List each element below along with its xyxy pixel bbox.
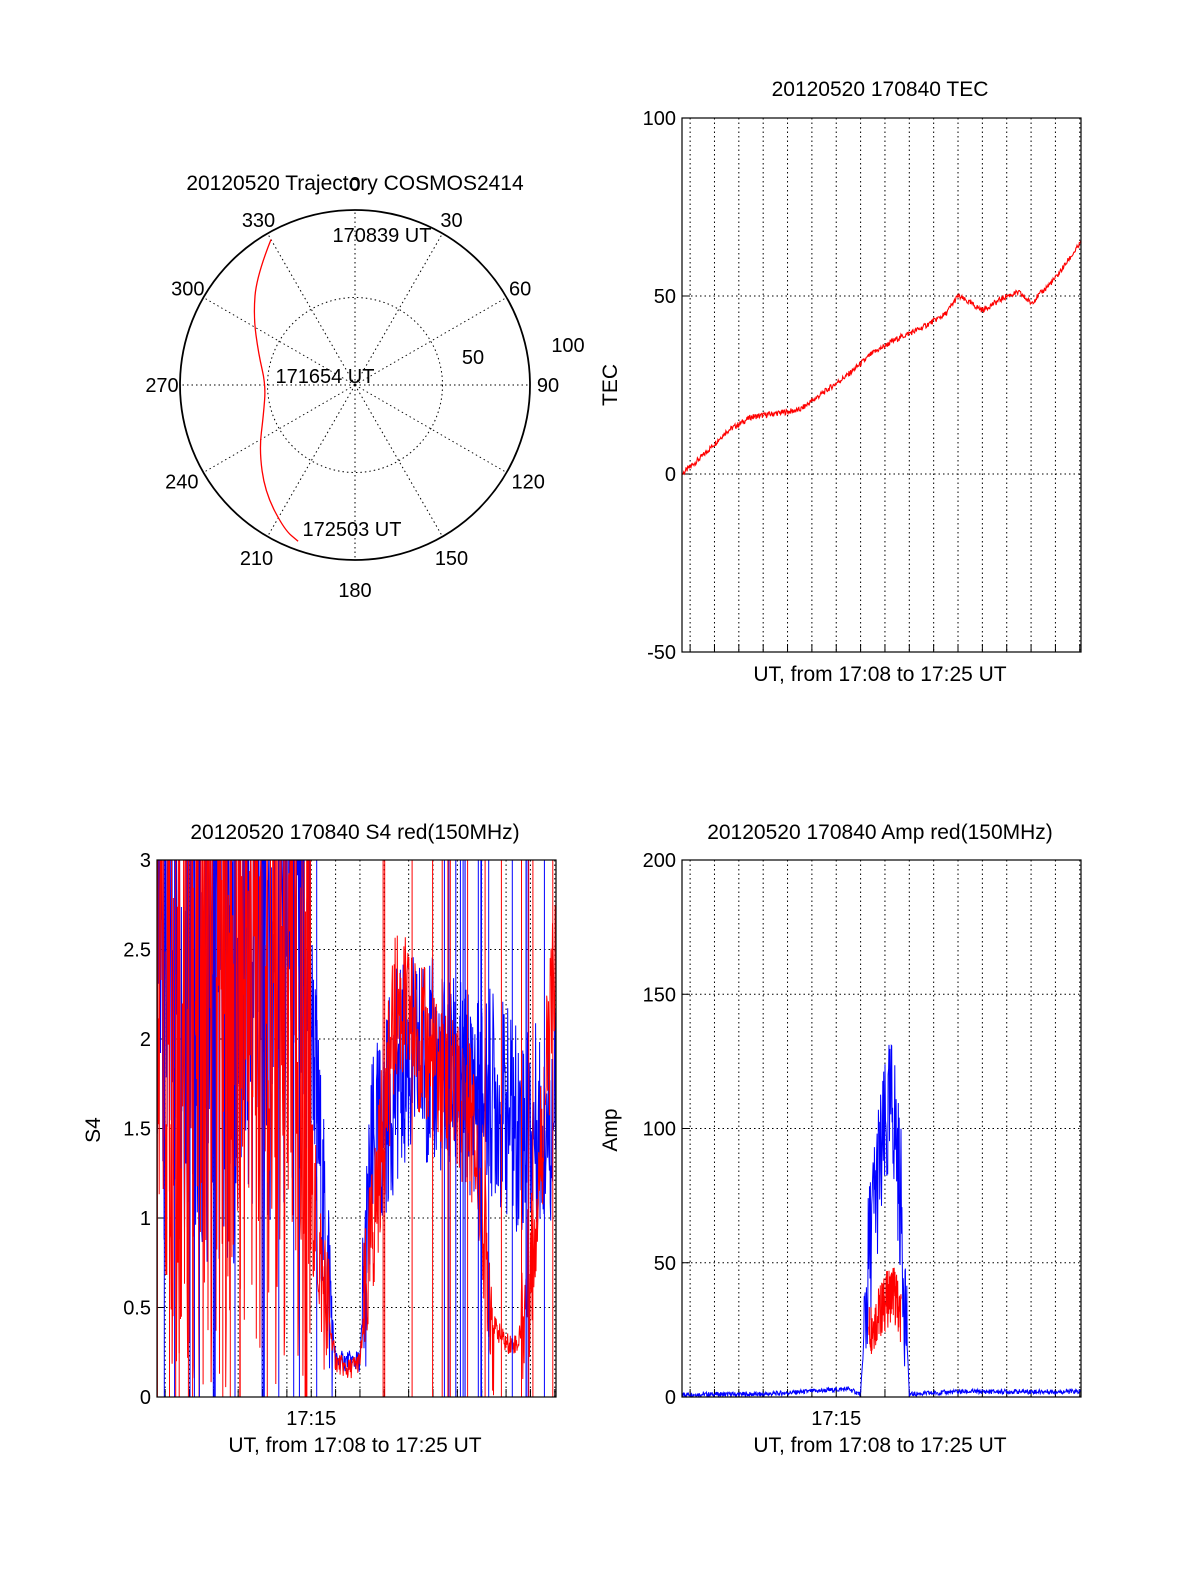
y-tick-label: 0 bbox=[665, 1387, 676, 1409]
y-tick-label: 0.5 bbox=[123, 1298, 151, 1320]
tec-grid bbox=[682, 117, 1081, 653]
y-tick-label: 50 bbox=[654, 1253, 676, 1275]
azimuth-label: 270 bbox=[145, 375, 178, 397]
azimuth-label: 90 bbox=[537, 375, 559, 397]
azimuth-label: 210 bbox=[240, 548, 273, 570]
tec-y-ticks: -50 0 50 100 bbox=[643, 108, 676, 664]
azimuth-label: 30 bbox=[440, 210, 462, 232]
polar-spoke bbox=[354, 233, 443, 386]
amp-ylabel: Amp bbox=[599, 1108, 622, 1151]
tec-ylabel: TEC bbox=[599, 364, 622, 406]
amp-xlabel: UT, from 17:08 to 17:25 UT bbox=[753, 1434, 1006, 1457]
y-tick-label: 100 bbox=[643, 1119, 676, 1141]
polar-spoke bbox=[354, 297, 507, 386]
s4-xlabel: UT, from 17:08 to 17:25 UT bbox=[228, 1434, 481, 1457]
s4-x-ticks: 17:15 bbox=[286, 1408, 336, 1430]
amp-frame bbox=[681, 859, 1082, 1398]
azimuth-label: 150 bbox=[435, 548, 468, 570]
x-tick-label: 17:15 bbox=[811, 1408, 861, 1430]
s4-y-ticks: 0 0.5 1 1.5 2 2.5 3 bbox=[123, 850, 151, 1409]
azimuth-label: 240 bbox=[165, 472, 198, 494]
polar-labels: 0 30 60 90 120 150 180 210 240 270 300 330 50 100 1708… bbox=[145, 174, 584, 602]
s4-panel: 20120520 170840 S4 red(150MHz) 0 0.5 1 1.5 2… bbox=[82, 821, 557, 1457]
tec-title: 20120520 170840 TEC bbox=[772, 78, 989, 101]
s4-frame bbox=[156, 859, 557, 1398]
amp-y-ticks: 0 50 100 150 200 bbox=[643, 850, 676, 1409]
y-tick-label: 0 bbox=[665, 464, 676, 486]
trajectory-time-label: 171654 UT bbox=[276, 366, 375, 388]
azimuth-label: 330 bbox=[242, 210, 275, 232]
y-tick-label: 150 bbox=[643, 984, 676, 1006]
y-tick-label: 1.5 bbox=[123, 1119, 151, 1141]
polar-spoke bbox=[203, 384, 356, 473]
trajectory-line bbox=[253, 239, 299, 542]
polar-spoke bbox=[267, 384, 356, 537]
y-tick-label: -50 bbox=[647, 642, 676, 664]
amp-red-line bbox=[868, 1267, 902, 1355]
amp-x-ticks: 17:15 bbox=[811, 1408, 861, 1430]
s4-red-line bbox=[156, 859, 557, 1398]
y-tick-label: 200 bbox=[643, 850, 676, 872]
azimuth-label: 0 bbox=[349, 174, 360, 196]
y-tick-label: 0 bbox=[140, 1387, 151, 1409]
trajectory-time-label: 170839 UT bbox=[333, 225, 432, 247]
radial-label: 100 bbox=[551, 335, 584, 357]
polar-outer-ring bbox=[179, 209, 531, 561]
amp-blue-line bbox=[681, 1044, 1082, 1398]
x-tick-label: 17:15 bbox=[286, 1408, 336, 1430]
amp-title: 20120520 170840 Amp red(150MHz) bbox=[707, 821, 1053, 844]
s4-series bbox=[156, 859, 557, 1398]
y-tick-label: 2 bbox=[140, 1029, 151, 1051]
tec-frame bbox=[681, 117, 1082, 653]
amp-panel: 20120520 170840 Amp red(150MHz) 0 50 100 15… bbox=[599, 821, 1082, 1457]
polar-trajectory-panel: 20120520 Trajectory COSMOS2414 0 30 60 90 12… bbox=[145, 172, 584, 602]
s4-title: 20120520 170840 S4 red(150MHz) bbox=[190, 821, 519, 844]
azimuth-label: 120 bbox=[511, 472, 544, 494]
azimuth-label: 60 bbox=[509, 279, 531, 301]
polar-grid bbox=[179, 209, 531, 561]
tec-panel: 20120520 170840 TEC -50 0 50 100 UT, from 1… bbox=[599, 78, 1082, 686]
polar-ring-50 bbox=[267, 297, 443, 473]
tec-xlabel: UT, from 17:08 to 17:25 UT bbox=[753, 663, 1006, 686]
polar-title: 20120520 Trajectory COSMOS2414 bbox=[186, 172, 524, 195]
y-tick-label: 1 bbox=[140, 1208, 151, 1230]
y-tick-label: 100 bbox=[643, 108, 676, 130]
y-tick-label: 50 bbox=[654, 286, 676, 308]
tec-series bbox=[681, 240, 1082, 476]
azimuth-label: 180 bbox=[338, 580, 371, 602]
y-tick-label: 3 bbox=[140, 850, 151, 872]
s4-ylabel: S4 bbox=[82, 1117, 105, 1143]
radial-label: 50 bbox=[462, 347, 484, 369]
azimuth-label: 300 bbox=[171, 279, 204, 301]
trajectory-time-label: 172503 UT bbox=[303, 519, 402, 541]
y-tick-label: 2.5 bbox=[123, 940, 151, 962]
tec-line bbox=[681, 240, 1082, 476]
amp-series bbox=[681, 1044, 1082, 1398]
